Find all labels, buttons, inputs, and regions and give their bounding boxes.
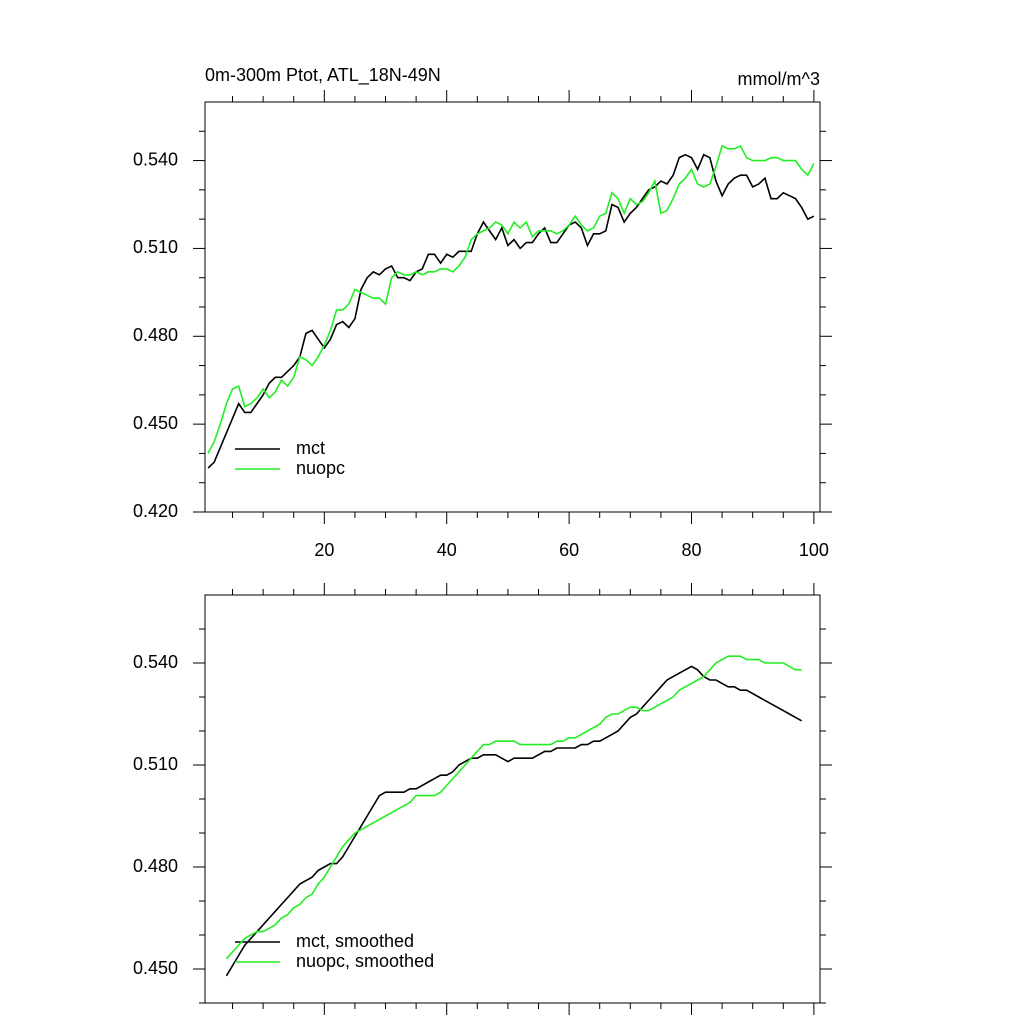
x-tick-label: 20	[314, 540, 334, 560]
y-tick-label: 0.510	[133, 754, 178, 774]
y-tick-label: 0.420	[133, 501, 178, 521]
series-line	[225, 665, 803, 977]
y-tick-label: 0.450	[133, 958, 178, 978]
units-label: mmol/m^3	[738, 69, 820, 89]
legend-label: nuopc, smoothed	[296, 951, 434, 971]
y-tick-label: 0.540	[133, 149, 178, 169]
x-tick-label: 40	[437, 540, 457, 560]
y-tick-label: 0.480	[133, 325, 178, 345]
x-tick-label: 80	[681, 540, 701, 560]
y-tick-label: 0.510	[133, 237, 178, 257]
y-tick-label: 0.450	[133, 413, 178, 433]
x-tick-label: 60	[559, 540, 579, 560]
series-line	[207, 144, 815, 454]
series-line	[207, 153, 815, 469]
y-tick-label: 0.540	[133, 652, 178, 672]
x-tick-label: 100	[799, 540, 829, 560]
legend-label: mct	[296, 438, 325, 458]
y-tick-label: 0.480	[133, 856, 178, 876]
legend-label: nuopc	[296, 458, 345, 478]
legend-label: mct, smoothed	[296, 931, 414, 951]
series-line	[225, 655, 802, 960]
chart-title: 0m-300m Ptot, ATL_18N-49N	[205, 65, 441, 86]
